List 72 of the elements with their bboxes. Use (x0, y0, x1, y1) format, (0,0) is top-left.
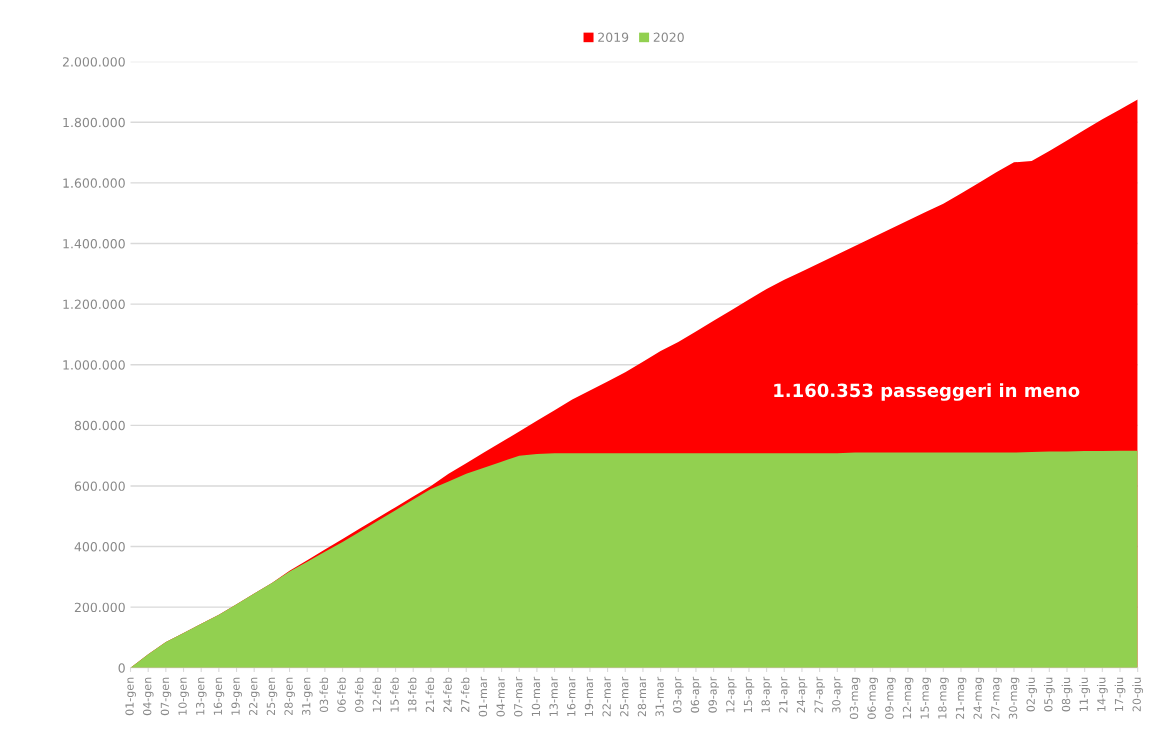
x-tick-label: 09-apr (708, 676, 719, 713)
y-tick-label: 800.000 (74, 420, 125, 431)
x-tick-label: 15-apr (743, 676, 755, 713)
x-tick-label: 16-mar (567, 676, 576, 716)
x-tick-label: 27-apr (814, 676, 825, 713)
x-tick-label: 12-feb (372, 677, 382, 712)
x-tick-label: 10-gen (178, 677, 189, 715)
x-tick-label: 18-mag (938, 677, 949, 719)
y-tick-label: 400.000 (74, 542, 125, 552)
x-tick-label: 15-mag (920, 677, 932, 719)
annotation: 1.160.353 passeggeri in meno (774, 383, 1080, 401)
x-tick-label: 11-giu (1079, 677, 1091, 711)
x-tick-label: 22-mar (602, 676, 611, 717)
x-tick-label: 01-gen (125, 677, 136, 716)
x-tick-label: 13-mar (549, 676, 558, 716)
x-tick-label: 17-giu (1114, 677, 1126, 711)
legend-label: 2019 (598, 32, 629, 42)
x-tick-label: 24-apr (796, 676, 808, 713)
x-tick-label: 20-giu (1132, 677, 1144, 712)
x-tick-label: 27-feb (460, 677, 470, 712)
x-tick-label: 22-gen (249, 677, 260, 716)
x-tick-label: 21-apr (779, 676, 790, 713)
x-tick-label: 31-mar (655, 676, 664, 717)
x-tick-label: 12-mag (902, 677, 914, 719)
x-tick-label: 30-apr (832, 676, 843, 713)
x-tick-label: 06-mag (867, 677, 879, 719)
x-tick-label: 04-gen (143, 677, 154, 716)
x-tick-label: 28-mar (637, 676, 647, 717)
y-tick-label: 200.000 (74, 602, 125, 613)
x-tick-label: 12-apr (726, 676, 737, 713)
x-tick-label: 25-mar (620, 676, 629, 717)
x-tick-label: 25-gen (266, 677, 278, 716)
x-tick-label: 31-gen (302, 677, 313, 716)
x-tick-label: 18-apr (761, 676, 772, 713)
x-tick-label: 09-feb (354, 677, 364, 713)
y-tick-label: 2.000.000 (62, 57, 125, 67)
x-tick-label: 19-mar (584, 676, 594, 716)
x-tick-label: 13-gen (196, 677, 207, 715)
x-tick-label: 18-feb (407, 677, 417, 712)
x-tick-label: 01-mar (478, 676, 488, 717)
x-tick-label: 05-giu (1043, 677, 1055, 712)
x-tick-label: 07-mar (514, 676, 523, 717)
x-tick-label: 16-gen (213, 677, 225, 715)
y-tick-label: 1.600.000 (63, 178, 125, 188)
x-tick-label: 07-gen (160, 677, 172, 716)
x-tick-label: 21-feb (425, 677, 435, 712)
x-tick-label: 06-feb (337, 677, 346, 713)
x-tick-label: 19-gen (231, 677, 242, 715)
y-tick-label: 600.000 (74, 481, 125, 491)
x-tick-label: 15-feb (390, 677, 399, 712)
x-tick-label: 02-giu (1026, 677, 1038, 712)
x-tick-label: 27-mag (991, 677, 1002, 719)
y-tick-label: 0 (118, 663, 125, 673)
x-tick-label: 14-giu (1096, 677, 1108, 711)
x-tick-label: 04-mar (496, 676, 505, 717)
legend-label: 2020 (653, 32, 684, 42)
x-tick-label: 09-mag (885, 677, 896, 719)
x-tick-label: 10-mar (531, 676, 541, 716)
x-tick-label: 24-mag (973, 677, 985, 719)
x-tick-label: 21-mag (955, 677, 967, 719)
x-tick-label: 03-apr (673, 676, 684, 713)
y-tick-label: 1.000.000 (63, 360, 125, 370)
y-tick-label: 1.200.000 (63, 299, 125, 310)
x-tick-label: 06-apr (690, 676, 702, 713)
y-tick-label: 1.800.000 (63, 117, 125, 128)
x-tick-label: 28-gen (284, 677, 295, 716)
x-tick-label: 03-feb (319, 677, 329, 713)
x-tick-label: 03-mag (849, 677, 861, 719)
y-tick-label: 1.400.000 (63, 238, 125, 249)
x-tick-label: 30-mag (1008, 677, 1020, 719)
x-tick-label: 24-feb (443, 677, 452, 712)
x-tick-label: 08-giu (1061, 677, 1073, 712)
